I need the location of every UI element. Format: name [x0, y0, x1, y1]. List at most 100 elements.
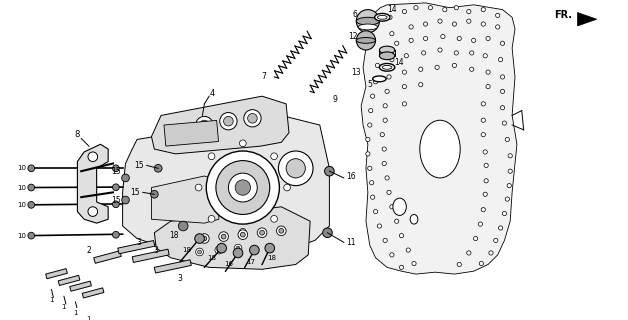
Circle shape: [414, 5, 418, 10]
Text: 10: 10: [17, 202, 26, 208]
Circle shape: [217, 248, 220, 252]
Circle shape: [377, 224, 382, 228]
Text: 2: 2: [87, 245, 91, 254]
Circle shape: [244, 110, 261, 127]
Circle shape: [494, 238, 498, 243]
Text: 10: 10: [17, 165, 26, 171]
Text: 18: 18: [208, 255, 217, 261]
Circle shape: [501, 41, 505, 45]
Circle shape: [470, 51, 474, 55]
Circle shape: [284, 184, 290, 191]
Circle shape: [383, 118, 387, 122]
Circle shape: [387, 190, 391, 195]
Circle shape: [257, 228, 267, 237]
Circle shape: [216, 161, 270, 214]
Circle shape: [367, 123, 372, 127]
Circle shape: [202, 236, 207, 241]
Text: 10: 10: [17, 233, 26, 239]
Circle shape: [399, 265, 404, 269]
Text: 18: 18: [267, 255, 276, 261]
Circle shape: [382, 161, 386, 166]
Circle shape: [241, 232, 246, 237]
Text: 15: 15: [111, 167, 121, 176]
Ellipse shape: [379, 52, 395, 60]
Circle shape: [325, 166, 334, 176]
Circle shape: [122, 196, 129, 204]
Circle shape: [356, 31, 376, 50]
Ellipse shape: [356, 17, 379, 25]
Ellipse shape: [382, 65, 392, 69]
Circle shape: [457, 262, 462, 267]
Circle shape: [403, 102, 406, 106]
Circle shape: [28, 165, 35, 172]
Text: 13: 13: [352, 68, 361, 76]
Circle shape: [508, 154, 512, 158]
Circle shape: [278, 151, 313, 186]
Bar: [46, 268, 67, 279]
Circle shape: [271, 215, 278, 222]
Circle shape: [229, 173, 257, 202]
Circle shape: [507, 183, 511, 188]
Circle shape: [154, 164, 162, 172]
Circle shape: [390, 58, 394, 62]
Circle shape: [404, 54, 408, 58]
Circle shape: [390, 253, 394, 257]
Polygon shape: [578, 12, 597, 26]
Circle shape: [467, 251, 471, 255]
Circle shape: [239, 140, 246, 147]
Circle shape: [112, 165, 119, 172]
Circle shape: [195, 234, 204, 243]
Circle shape: [394, 41, 399, 45]
Circle shape: [419, 67, 423, 71]
Circle shape: [423, 36, 428, 41]
Circle shape: [481, 118, 485, 122]
Circle shape: [481, 208, 485, 212]
Circle shape: [323, 228, 332, 237]
Circle shape: [508, 169, 512, 173]
Text: 6: 6: [353, 10, 358, 19]
Circle shape: [501, 89, 505, 93]
Circle shape: [247, 114, 257, 123]
Circle shape: [235, 180, 251, 195]
Circle shape: [356, 10, 379, 33]
Circle shape: [479, 222, 482, 226]
Circle shape: [486, 84, 490, 89]
Circle shape: [249, 245, 259, 255]
Circle shape: [428, 5, 433, 10]
Circle shape: [409, 25, 413, 29]
Circle shape: [371, 94, 375, 98]
Circle shape: [259, 230, 264, 235]
Circle shape: [502, 121, 507, 125]
Text: 15: 15: [111, 196, 121, 204]
Ellipse shape: [356, 37, 376, 43]
Circle shape: [481, 102, 485, 106]
Circle shape: [486, 36, 490, 41]
Circle shape: [505, 137, 509, 141]
Circle shape: [421, 51, 426, 55]
Circle shape: [233, 248, 243, 258]
Circle shape: [208, 153, 215, 160]
Circle shape: [112, 231, 119, 238]
Circle shape: [467, 19, 471, 23]
Text: 3: 3: [136, 238, 141, 247]
Circle shape: [271, 153, 278, 160]
Circle shape: [435, 65, 439, 69]
Circle shape: [112, 184, 119, 191]
Text: 3: 3: [178, 275, 183, 284]
Circle shape: [484, 163, 488, 168]
Circle shape: [28, 232, 35, 239]
Circle shape: [385, 176, 389, 180]
Circle shape: [385, 89, 389, 93]
Circle shape: [265, 243, 274, 253]
Bar: [58, 275, 80, 285]
Bar: [154, 260, 192, 273]
Circle shape: [390, 32, 394, 36]
Circle shape: [438, 48, 442, 52]
Text: 16: 16: [346, 172, 355, 180]
Circle shape: [374, 80, 377, 84]
Text: 14: 14: [387, 5, 397, 14]
Circle shape: [220, 113, 237, 130]
Ellipse shape: [374, 13, 390, 21]
Circle shape: [276, 226, 286, 236]
Bar: [82, 288, 104, 298]
